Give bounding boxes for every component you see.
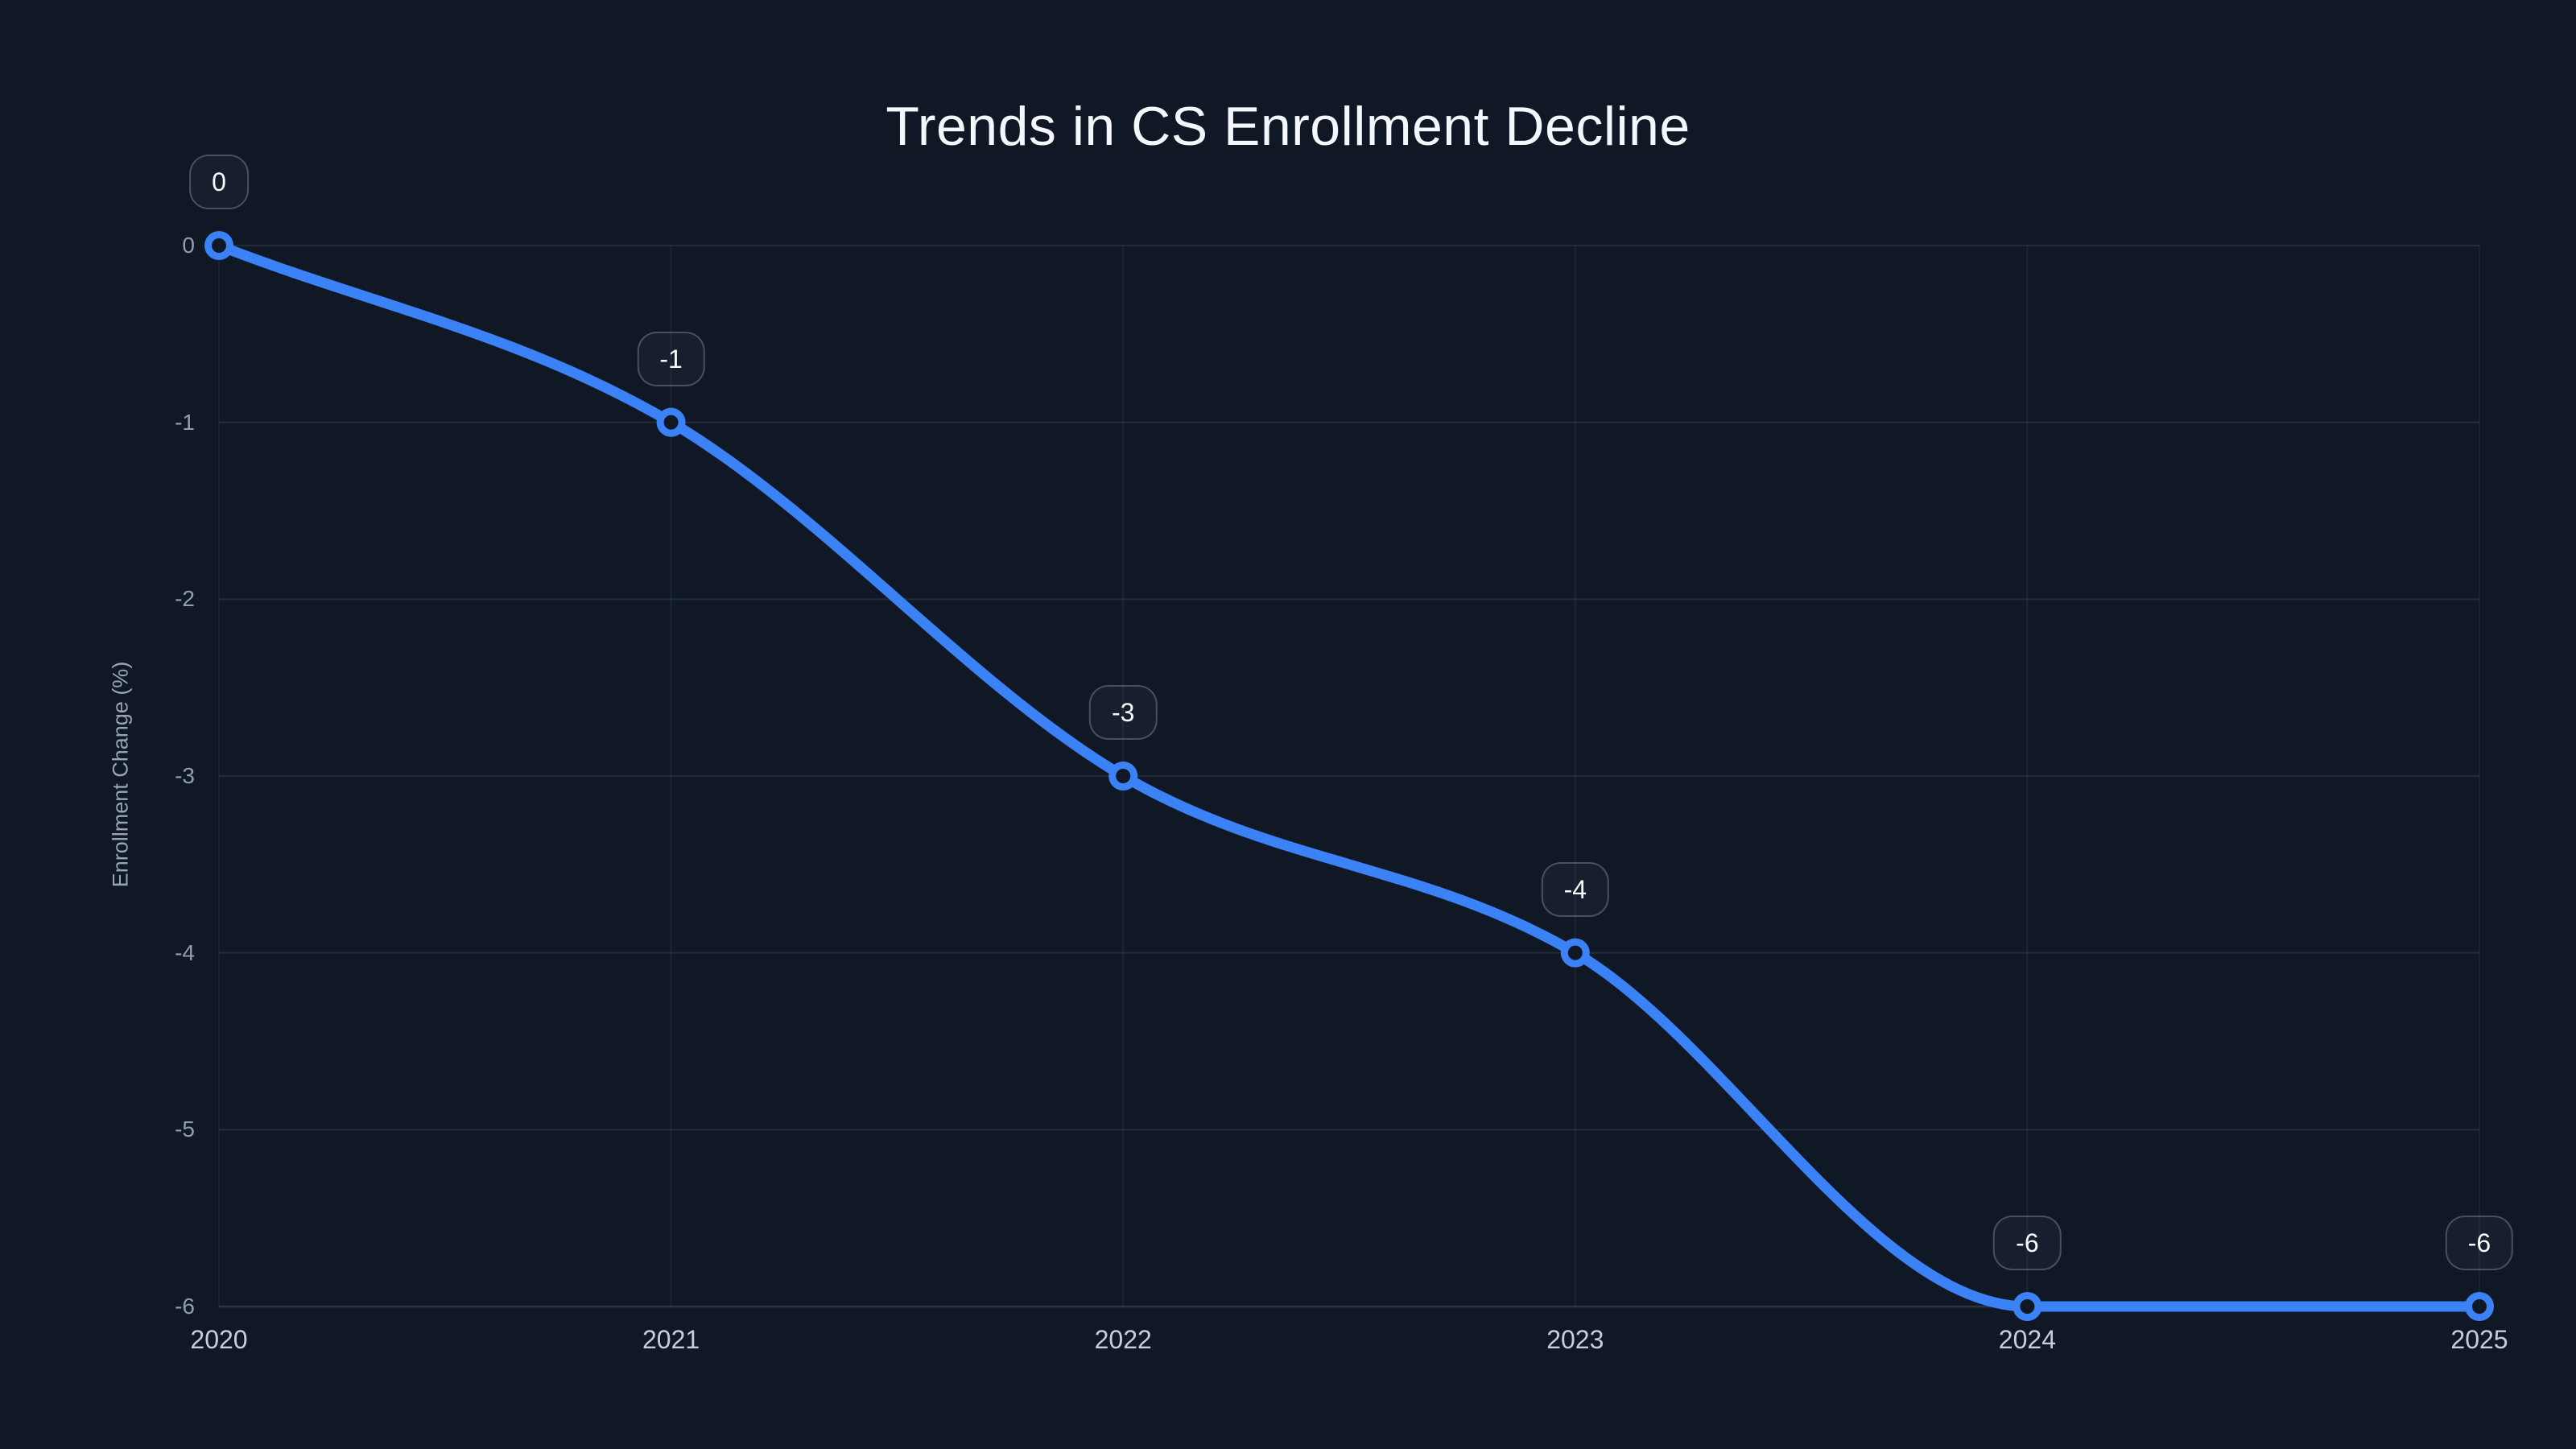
series-line <box>213 240 2485 1312</box>
data-point-marker <box>204 231 233 260</box>
data-point-marker <box>1108 762 1138 791</box>
data-point-marker <box>2465 1292 2494 1321</box>
y-tick-label: -4 <box>175 939 195 965</box>
point-label-badge: -1 <box>637 331 705 386</box>
point-label-badge: -6 <box>2445 1216 2514 1270</box>
y-tick-label: 0 <box>182 233 195 258</box>
data-point-marker <box>656 407 686 437</box>
x-tick-label: 2020 <box>190 1325 248 1354</box>
x-tick-label: 2022 <box>1094 1325 1152 1354</box>
chart-title: Trends in CS Enrollment Decline <box>886 96 1690 157</box>
y-tick-label: -2 <box>175 586 195 612</box>
x-tick-label: 2025 <box>2450 1325 2508 1354</box>
data-point-marker <box>1560 938 1590 968</box>
point-label-badge: -3 <box>1088 685 1158 740</box>
y-tick-label: -6 <box>175 1294 195 1319</box>
x-tick-label: 2021 <box>642 1325 700 1354</box>
point-label-badge: -6 <box>1993 1216 2062 1270</box>
y-tick-label: -3 <box>175 763 195 788</box>
y-tick-label: -1 <box>175 409 195 435</box>
x-tick-label: 2023 <box>1546 1325 1604 1354</box>
y-tick-label: -5 <box>175 1117 195 1142</box>
x-tick-label: 2024 <box>1998 1325 2056 1354</box>
data-point-marker <box>2013 1292 2042 1321</box>
point-label-badge: 0 <box>189 155 249 209</box>
point-label-badge: -4 <box>1541 861 1610 917</box>
